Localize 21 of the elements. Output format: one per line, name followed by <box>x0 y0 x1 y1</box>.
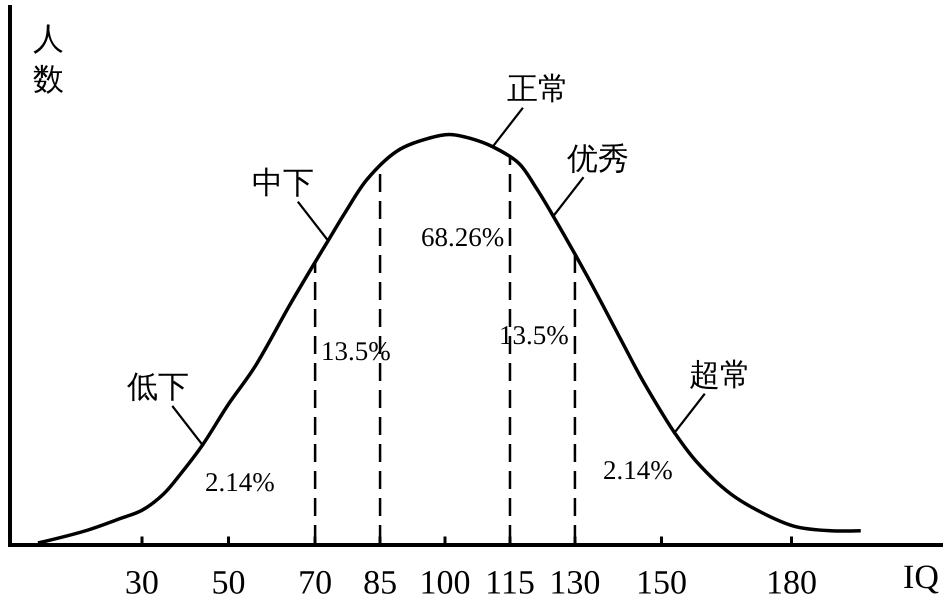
x-tick-label: 50 <box>212 564 246 602</box>
x-tick-label: 70 <box>298 564 332 602</box>
x-tick-label: 150 <box>636 564 688 602</box>
x-tick-label: 30 <box>124 564 159 602</box>
x-tick-label: 180 <box>766 564 817 602</box>
y-axis-title: 人数 <box>33 21 64 96</box>
x-axis-title: IQ <box>903 559 939 596</box>
annotation: 中下 <box>252 165 314 200</box>
x-tick-label: 100 <box>420 564 471 602</box>
annotation: 13.5% <box>499 320 569 350</box>
annotation: 正常 <box>507 71 569 106</box>
annotation: 超常 <box>689 357 751 392</box>
annotation: 2.14% <box>603 455 673 485</box>
x-tick-label: 85 <box>363 564 398 602</box>
x-tick-label: 115 <box>485 564 535 602</box>
annotation: 13.5% <box>321 336 391 366</box>
annotation: 68.26% <box>421 222 504 252</box>
annotation: 2.14% <box>205 467 275 497</box>
annotation: 低下 <box>127 369 189 404</box>
x-tick-label: 130 <box>549 564 600 602</box>
annotation: 优秀 <box>567 141 629 176</box>
